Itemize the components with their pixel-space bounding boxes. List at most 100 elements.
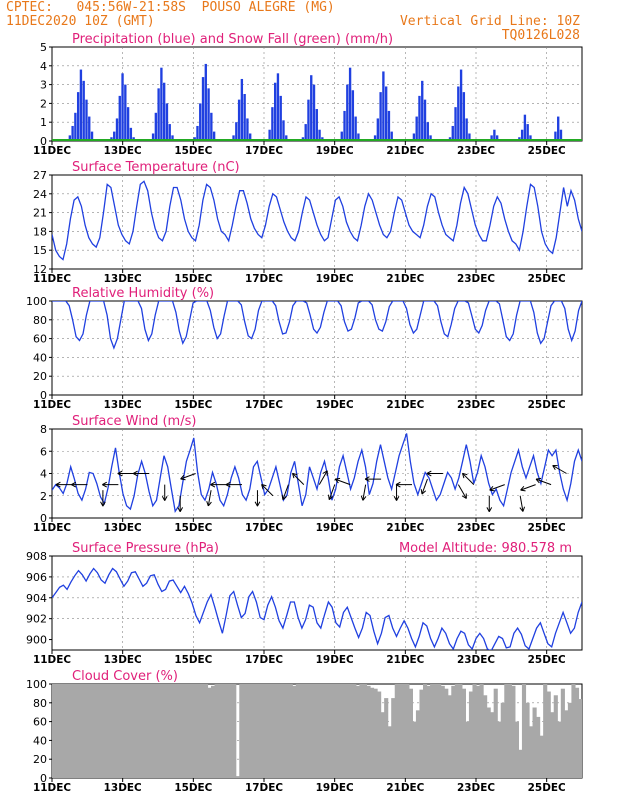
cloud-cover-bar (391, 698, 396, 778)
cloud-cover-bar (218, 684, 223, 778)
cloud-cover-bar (578, 699, 582, 778)
x-tick-label: 25DEC (528, 398, 566, 411)
cloud-cover-bar (486, 707, 491, 778)
cloud-cover-bar (458, 684, 463, 778)
cloud-cover-bar (161, 684, 166, 778)
cloud-cover-bar (543, 684, 548, 778)
plot-frame (51, 174, 583, 270)
cloud-cover-bar (189, 684, 194, 778)
precip-bar (237, 99, 241, 141)
cloud-cover-bar (408, 688, 413, 778)
y-tick-label: 906 (26, 571, 47, 584)
precip-bar (468, 133, 471, 141)
wind-arrow-shaft (457, 484, 467, 499)
precip-bar (459, 69, 463, 141)
cloud-cover-bar (338, 684, 343, 778)
x-tick-label: 23DEC (457, 398, 495, 411)
cloud-cover-bar (90, 684, 95, 778)
wind-arrow-head (206, 501, 212, 507)
cloud-cover-bar (225, 684, 230, 778)
precip-bar (113, 131, 116, 141)
cloud-cover-bar (557, 721, 562, 778)
cloud-cover-bar (504, 684, 509, 778)
cloud-cover-bar (274, 684, 279, 778)
wind-arrow-head (519, 506, 526, 512)
precip-bar (346, 84, 349, 141)
precip-bar (351, 90, 355, 141)
precip-bar (490, 135, 493, 141)
cloud-cover-bar (108, 684, 113, 778)
cloud-cover-bar (564, 710, 569, 778)
precip-bar (387, 110, 391, 141)
precip-bar (124, 84, 127, 141)
wind-arrow-shaft (535, 478, 552, 486)
x-tick-label: 25DEC (528, 781, 566, 794)
x-tick-label: 13DEC (104, 398, 142, 411)
wind-arrow-head (393, 495, 400, 501)
cloud-cover-bar (348, 684, 353, 778)
x-tick-label: 15DEC (174, 653, 212, 666)
x-tick-label: 23DEC (457, 781, 495, 794)
precip-bar (304, 124, 307, 141)
panel-title: Surface Temperature (nC) (72, 160, 240, 175)
precip-bar (118, 95, 121, 141)
y-tick-label: 5 (40, 41, 47, 54)
cloud-cover-bar (401, 684, 406, 778)
panel-title: Surface Wind (m/s) (72, 414, 196, 429)
wind-arrow-head (486, 507, 493, 512)
cloud-cover-bar (119, 684, 124, 778)
x-tick-label: 21DEC (386, 521, 424, 534)
cloud-cover-bar (472, 684, 477, 778)
y-tick-label: 60 (33, 333, 47, 346)
precip-bar (171, 135, 174, 141)
cloud-cover-bar (320, 684, 325, 778)
chart-panel-3: 0 20 40 60 80 100 11DEC 13DEC 15DEC 17DEC 19DEC 21D… (26, 286, 583, 411)
cloud-cover-bar (186, 684, 191, 778)
precip-bar (376, 118, 380, 141)
y-tick-label: 12 (33, 263, 47, 276)
precip-bar (115, 118, 119, 141)
x-tick-label: 25DEC (528, 144, 566, 157)
cloud-cover-bar (309, 684, 315, 778)
precip-bar (160, 67, 163, 141)
y-tick-label: 902 (26, 613, 47, 626)
cloud-cover-bar (249, 684, 254, 778)
cloud-cover-bar (479, 684, 484, 778)
cloud-cover-bar (415, 710, 421, 778)
precip-bar (454, 107, 457, 141)
cloud-cover-bar (154, 684, 159, 778)
y-tick-label: 4 (40, 60, 47, 73)
cloud-cover-bar (94, 684, 99, 778)
cloud-cover-bar (539, 735, 544, 778)
cloud-cover-bar (281, 684, 286, 778)
cloud-cover-bar (511, 685, 516, 778)
precip-bar (462, 92, 466, 141)
precip-bar (412, 133, 416, 141)
x-tick-label: 19DEC (316, 272, 354, 285)
x-tick-label: 15DEC (174, 398, 212, 411)
precip-bar (246, 118, 249, 141)
cloud-cover-bar (433, 684, 438, 778)
y-tick-label: 21 (33, 207, 47, 220)
cloud-cover-bar (214, 684, 219, 778)
cloud-cover-bar (143, 684, 148, 778)
y-tick-label: 0 (40, 772, 47, 785)
cloud-cover-bar (126, 684, 131, 778)
panel-title: Surface Pressure (hPa) (72, 541, 219, 556)
precip-bar (379, 92, 382, 141)
cloud-cover-bar (211, 685, 216, 778)
cloud-cover-bar (483, 695, 488, 778)
x-tick-label: 23DEC (457, 521, 495, 534)
precip-bar (240, 78, 244, 141)
wind-arrow-head (254, 501, 261, 507)
y-tick-label: 80 (33, 697, 47, 710)
cloud-cover-bar (525, 702, 530, 778)
cloud-cover-bar (352, 684, 357, 778)
cloud-cover-bar (133, 684, 138, 778)
x-tick-label: 17DEC (245, 653, 283, 666)
cloud-cover-bar (362, 684, 368, 778)
x-tick-label: 13DEC (104, 144, 142, 157)
precip-bar (201, 77, 205, 141)
precip-bar (157, 88, 160, 141)
cloud-cover-bar (306, 684, 311, 778)
